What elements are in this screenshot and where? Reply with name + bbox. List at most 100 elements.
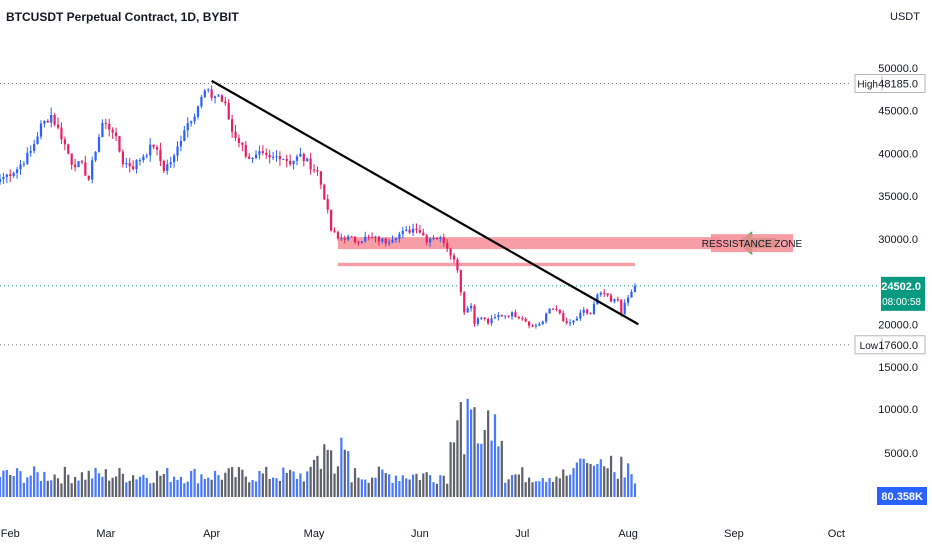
candle-body bbox=[237, 138, 241, 143]
candle-body bbox=[203, 90, 206, 97]
volume-bar bbox=[172, 476, 176, 497]
candle-body bbox=[306, 158, 309, 162]
candle-body bbox=[381, 238, 384, 242]
candle-body bbox=[186, 123, 189, 131]
candle-body bbox=[39, 123, 43, 137]
volume-bar bbox=[340, 437, 343, 497]
candle-body bbox=[473, 305, 476, 324]
candle-body bbox=[377, 236, 381, 242]
volume-bar bbox=[411, 474, 415, 497]
volume-bar bbox=[388, 474, 391, 497]
volume-bar bbox=[183, 483, 186, 497]
x-axis-label: Oct bbox=[828, 528, 845, 540]
candle-body bbox=[149, 144, 152, 156]
volume-bar bbox=[493, 414, 497, 497]
candle-body bbox=[87, 175, 90, 180]
volume-bar bbox=[507, 479, 510, 497]
volume-bar bbox=[84, 479, 87, 497]
candle-body bbox=[627, 297, 630, 303]
volume-bar bbox=[531, 482, 534, 497]
candle-body bbox=[350, 236, 353, 238]
volume-bar bbox=[193, 468, 196, 497]
candle-body bbox=[411, 228, 415, 233]
volume-bar bbox=[446, 483, 449, 497]
candle-body bbox=[463, 292, 466, 313]
volume-bar bbox=[33, 466, 36, 497]
volume-bar bbox=[504, 482, 507, 497]
volume-bar bbox=[145, 477, 148, 497]
candle-body bbox=[155, 147, 159, 150]
candle-body bbox=[145, 155, 148, 157]
candle-body bbox=[142, 156, 145, 161]
volume-bar bbox=[36, 472, 39, 497]
volume-bar bbox=[449, 442, 452, 497]
candle-body bbox=[295, 156, 299, 161]
candle-body bbox=[333, 230, 336, 233]
candle-body bbox=[493, 317, 497, 319]
volume-bar bbox=[251, 480, 254, 497]
candle-body bbox=[524, 318, 527, 322]
x-axis-label: Aug bbox=[618, 528, 638, 540]
x-axis-label: Jun bbox=[411, 528, 429, 540]
candle-body bbox=[319, 171, 322, 185]
candle-body bbox=[73, 164, 77, 168]
volume-bar bbox=[490, 440, 493, 497]
candle-body bbox=[77, 161, 80, 168]
candle-body bbox=[616, 299, 619, 301]
candle-body bbox=[268, 154, 271, 158]
candle-body bbox=[487, 318, 490, 324]
candle-body bbox=[541, 321, 544, 324]
candle-body bbox=[302, 153, 305, 162]
candle-body bbox=[53, 114, 56, 125]
volume-bar bbox=[22, 482, 26, 497]
candle-body bbox=[483, 317, 486, 319]
volume-bar bbox=[63, 466, 66, 497]
volume-tick-label: 10000.0 bbox=[878, 404, 918, 416]
volume-bar bbox=[609, 455, 613, 497]
volume-bar bbox=[15, 468, 19, 497]
volume-bar bbox=[128, 480, 131, 497]
volume-bar bbox=[179, 476, 183, 497]
candle-body bbox=[234, 131, 237, 139]
volume-bar bbox=[104, 469, 107, 497]
candle-body bbox=[480, 317, 483, 319]
candle-body bbox=[213, 96, 217, 98]
volume-bar bbox=[323, 444, 326, 497]
last-price-value: 24502.0 bbox=[881, 281, 921, 293]
volume-bar bbox=[370, 477, 374, 497]
candle-body bbox=[568, 322, 572, 324]
candle-body bbox=[340, 238, 343, 240]
candle-body bbox=[200, 96, 203, 107]
candle-body bbox=[179, 141, 183, 147]
candle-body bbox=[22, 163, 26, 165]
candle-body bbox=[176, 146, 179, 156]
volume-bar bbox=[29, 475, 32, 497]
volume-bar bbox=[231, 467, 234, 497]
candle-body bbox=[128, 163, 131, 167]
volume-bar bbox=[480, 443, 483, 497]
candle-body bbox=[555, 308, 558, 310]
candle-body bbox=[227, 103, 230, 120]
candle-body bbox=[538, 323, 541, 326]
volume-bar bbox=[60, 483, 63, 497]
candle-body bbox=[84, 162, 87, 176]
candle-body bbox=[603, 292, 606, 294]
volume-bar bbox=[111, 477, 114, 497]
volume-bar bbox=[186, 481, 189, 497]
last-price-badge bbox=[881, 276, 925, 311]
volume-bar bbox=[46, 480, 49, 497]
volume-bar bbox=[210, 479, 213, 497]
candle-body bbox=[26, 152, 29, 164]
volume-bar bbox=[401, 475, 404, 497]
candle-body bbox=[613, 299, 616, 302]
candle-body bbox=[623, 302, 626, 315]
price-tick-label: 50000.0 bbox=[878, 63, 918, 75]
high-label: High bbox=[857, 80, 878, 91]
candle-body bbox=[370, 237, 374, 239]
price-tick-label: 35000.0 bbox=[878, 191, 918, 203]
candle-body bbox=[94, 151, 97, 161]
volume-bar bbox=[114, 476, 118, 497]
candle-body bbox=[166, 164, 169, 171]
price-tick-label: 20000.0 bbox=[878, 319, 918, 331]
